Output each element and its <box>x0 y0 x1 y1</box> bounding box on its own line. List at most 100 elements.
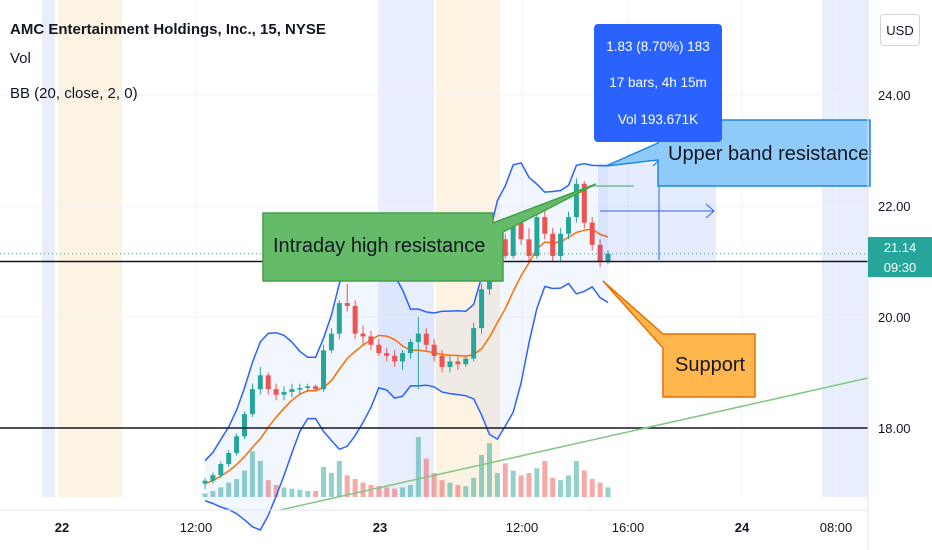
volume-bar <box>558 480 564 497</box>
candle-body <box>257 375 263 390</box>
candle-body <box>202 480 208 484</box>
time-tick: 22 <box>55 520 69 535</box>
candle-body <box>305 386 311 389</box>
candle-body <box>447 361 453 367</box>
last-price-tag: 21.14 <box>868 237 932 257</box>
volume-bar <box>360 482 366 497</box>
candle-body <box>273 389 279 395</box>
volume-bar <box>202 493 208 497</box>
candle-body <box>297 388 303 390</box>
price-tick: 18.00 <box>878 421 911 436</box>
volume-bar <box>431 473 437 497</box>
candle-body <box>479 289 485 329</box>
volume-bar <box>479 455 485 497</box>
volume-bar <box>455 485 461 497</box>
volume-bar <box>392 488 398 497</box>
volume-bar <box>463 486 469 497</box>
candle-body <box>471 328 477 359</box>
candle-body <box>605 253 611 262</box>
measure-tooltip: 1.83 (8.70%) 183 17 bars, 4h 15m Vol 193… <box>594 24 722 142</box>
volume-bar <box>368 485 374 497</box>
upper-band-label: Upper band resistance <box>668 143 869 165</box>
bollinger-upper <box>204 162 609 462</box>
intraday-label: Intraday high resistance <box>273 235 485 257</box>
candle-body <box>542 217 548 234</box>
candle-body <box>565 217 571 234</box>
volume-bar <box>344 475 350 497</box>
candle-body <box>234 436 240 453</box>
candle-body <box>242 414 248 437</box>
volume-bar <box>565 475 571 497</box>
candle-body <box>218 464 224 476</box>
volume-bar <box>265 480 271 497</box>
candle-body <box>210 475 216 481</box>
candle-body <box>510 222 516 256</box>
volume-bar <box>336 461 342 497</box>
volume-bar <box>328 473 334 497</box>
volume-bar <box>384 487 390 497</box>
volume-bar <box>534 468 540 497</box>
volume-bar <box>589 479 595 497</box>
candle-body <box>581 183 587 223</box>
volume-bar <box>542 461 548 497</box>
candle-body <box>376 344 382 354</box>
session-shade <box>42 0 55 497</box>
price-tick: 24.00 <box>878 88 911 103</box>
bollinger-legend[interactable]: BB (20, close, 2, 0) <box>10 85 138 102</box>
candle-body <box>400 353 406 362</box>
candle-body <box>289 389 295 392</box>
price-tick: 22.00 <box>878 199 911 214</box>
volume-bar <box>605 487 611 497</box>
volume-bar <box>510 470 516 497</box>
volume-bar <box>415 437 421 497</box>
candle-body <box>550 233 556 256</box>
volume-bar <box>321 467 327 497</box>
trend-line <box>279 377 869 511</box>
candle-body <box>423 333 429 345</box>
volume-bar <box>518 475 524 497</box>
volume-bar <box>439 480 445 497</box>
candle-body <box>463 358 469 365</box>
time-tick: 24 <box>735 520 750 535</box>
session-shade <box>58 0 122 497</box>
currency-button[interactable]: USD <box>880 14 920 46</box>
support-label: Support <box>675 354 745 376</box>
candle-body <box>226 452 232 465</box>
bar-countdown: 09:30 <box>868 257 932 277</box>
volume-bar <box>281 487 287 497</box>
volume-bar <box>257 461 263 497</box>
candle-body <box>265 375 271 390</box>
volume-bar <box>376 486 382 497</box>
volume-bar <box>400 487 406 497</box>
volume-bar <box>526 473 532 497</box>
measure-arrow-icon <box>705 203 715 219</box>
candle-body <box>344 303 350 306</box>
candle-body <box>431 344 437 356</box>
candle-body <box>328 333 334 351</box>
candle-body <box>392 355 398 362</box>
volume-bar <box>234 479 240 497</box>
volume-bar <box>573 461 579 497</box>
volume-bar <box>249 451 255 497</box>
candle-body <box>321 350 327 390</box>
candle-body <box>439 355 445 367</box>
volume-bar <box>581 470 587 497</box>
support-callout <box>602 280 756 398</box>
measure-bars: 17 bars, 4h 15m <box>609 75 707 91</box>
candle-body <box>534 217 540 256</box>
bollinger-lower <box>204 282 609 531</box>
candle-body <box>573 183 579 218</box>
volume-legend[interactable]: Vol <box>10 50 31 67</box>
time-tick: 12:00 <box>506 520 539 535</box>
volume-bar <box>447 482 453 497</box>
measure-volume: Vol 193.671K <box>617 112 699 128</box>
intraday-callout <box>262 183 597 282</box>
candle-body <box>589 222 595 245</box>
time-tick: 08:00 <box>820 520 853 535</box>
volume-bar <box>502 463 508 497</box>
candle-body <box>502 239 508 256</box>
candle-body <box>558 233 564 256</box>
price-tick: 20.00 <box>878 310 911 325</box>
volume-bar <box>407 485 413 497</box>
